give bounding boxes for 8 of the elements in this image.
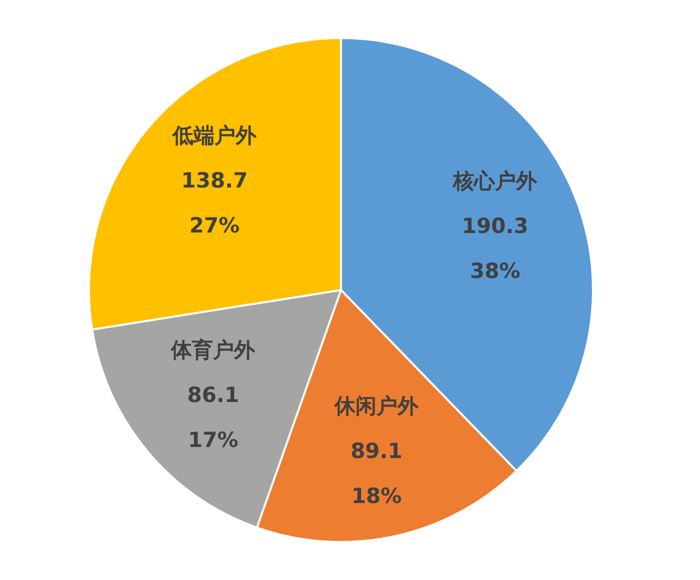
data-label: 138.7 27% (181, 168, 248, 238)
slice-label: 低端户外 (172, 123, 258, 148)
slice-label: 休闲户外 (333, 394, 420, 418)
data-label: 190.3 38% (462, 214, 528, 283)
data-label: 89.1 18% (350, 438, 402, 508)
slice-label: 体育户外 (170, 338, 256, 362)
slice-label: 核心户外 (452, 168, 538, 193)
data-label: 86.1 17% (187, 382, 240, 452)
